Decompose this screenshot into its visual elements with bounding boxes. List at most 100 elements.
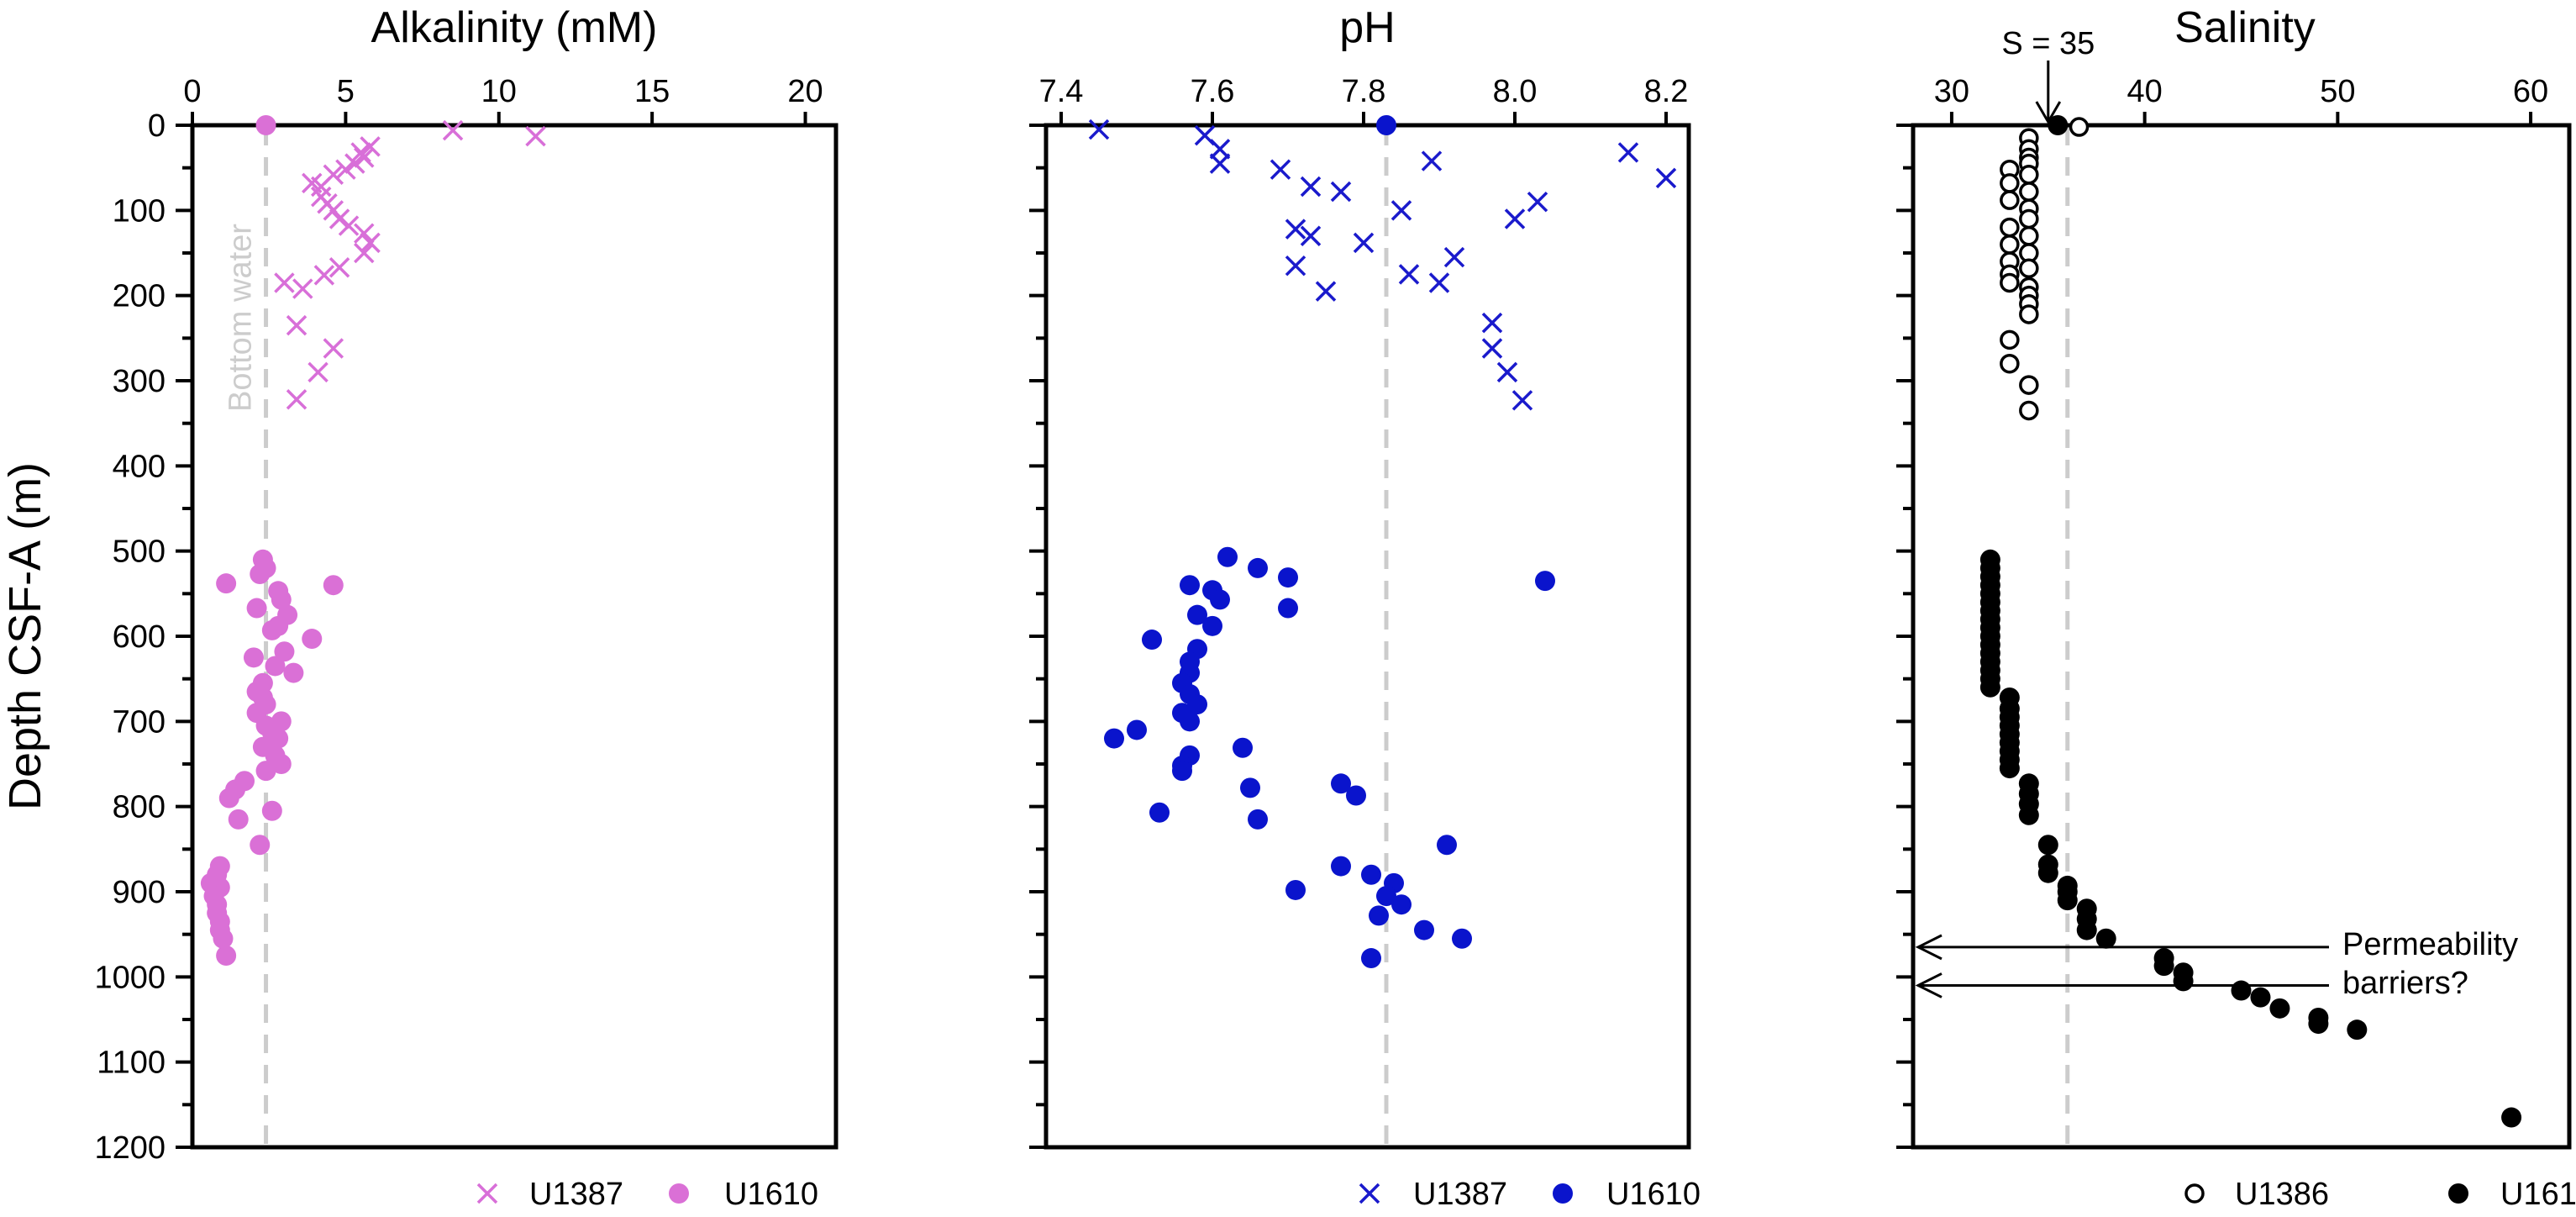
data-point [1398, 264, 1420, 285]
data-point [1617, 142, 1639, 163]
data-point [2019, 304, 2039, 324]
data-point [2019, 225, 2039, 246]
x-tick-label: 40 [2127, 74, 2163, 109]
data-point [1270, 159, 1291, 180]
data-point [2000, 190, 2020, 210]
data-point [1209, 139, 1231, 160]
data-point [1391, 200, 1412, 221]
data-point [2000, 353, 2020, 374]
data-point [292, 278, 313, 299]
data-point [354, 147, 375, 168]
x-tick-label: 7.4 [1039, 74, 1084, 109]
legend-marker [2448, 1183, 2468, 1204]
data-point [1504, 208, 1526, 229]
data-point [1180, 575, 1200, 596]
series-U1610 [1979, 115, 2522, 1128]
series-U1386 [2000, 117, 2090, 421]
data-point [2347, 1019, 2368, 1041]
data-point [1104, 728, 1124, 749]
data-point [1149, 802, 1170, 823]
data-point [329, 256, 350, 278]
permeability-arrowhead [1915, 934, 1943, 961]
legend-marker [669, 1183, 689, 1204]
data-point [1496, 361, 1518, 383]
data-point-stroke [1421, 150, 1443, 171]
data-point-stroke [1481, 338, 1503, 359]
data-point-stroke [1270, 159, 1291, 180]
legend-label: U1610 [724, 1177, 818, 1212]
data-point [338, 215, 360, 236]
data-point [335, 159, 356, 180]
data-point [271, 589, 292, 610]
panel-title: Alkalinity (mM) [371, 3, 658, 52]
data-point [1331, 856, 1351, 877]
data-point [1278, 567, 1298, 588]
data-point [250, 835, 271, 856]
y-tick-label: 1100 [97, 1046, 166, 1081]
data-point [246, 598, 267, 619]
data-point [2019, 182, 2039, 202]
data-point-stroke [1527, 191, 1548, 213]
data-point-stroke [335, 159, 356, 180]
data-point [1285, 879, 1306, 900]
legend-marker [1359, 1183, 1380, 1204]
y-tick-label: 400 [113, 449, 166, 484]
data-point-stroke [1315, 281, 1337, 302]
data-point [2019, 208, 2039, 229]
legend: U1386 U1610 [2184, 1177, 2576, 1212]
data-point [1187, 604, 1207, 625]
data-point [1233, 737, 1253, 758]
data-point [1391, 894, 1412, 915]
data-point [2037, 862, 2058, 883]
data-point [255, 761, 276, 782]
data-point [2308, 1014, 2329, 1035]
x-tick-label: 8.0 [1493, 74, 1538, 109]
data-point [1330, 181, 1352, 203]
data-point [1376, 115, 1396, 135]
data-point [2000, 234, 2020, 255]
data-point [216, 946, 237, 966]
data-point-stroke [354, 242, 375, 264]
data-point-stroke [1353, 232, 1375, 254]
data-point-stroke [1391, 200, 1412, 221]
data-point [1180, 711, 1200, 732]
x-tick-label: 7.8 [1342, 74, 1386, 109]
data-point [1421, 150, 1443, 171]
data-point [310, 176, 332, 198]
y-tick-label: 100 [113, 193, 166, 229]
data-point-stroke [1428, 272, 1450, 293]
data-point [1240, 777, 1260, 798]
data-point [216, 573, 237, 594]
data-point [261, 619, 282, 640]
data-point [1428, 272, 1450, 293]
data-point [313, 265, 335, 286]
data-point [2018, 804, 2039, 825]
data-point [1331, 773, 1351, 794]
data-point-stroke [286, 389, 308, 410]
legend-label: U1386 [2235, 1177, 2329, 1212]
x-tick-label: 30 [1934, 74, 1969, 109]
x-tick-label: 20 [787, 74, 823, 109]
data-point [2019, 375, 2039, 395]
data-point [329, 208, 350, 229]
y-tick-label: 300 [113, 364, 166, 399]
data-point-stroke [292, 278, 313, 299]
y-tick-label: 1000 [94, 960, 166, 995]
data-point [274, 272, 295, 293]
data-point [2000, 272, 2020, 293]
data-point-stroke [354, 147, 375, 168]
data-point-stroke [1300, 176, 1322, 198]
data-point [218, 788, 239, 809]
data-point-stroke [313, 265, 335, 286]
x-tick-label: 0 [183, 74, 201, 109]
data-point [344, 153, 365, 174]
data-point [228, 809, 249, 830]
data-point-stroke [1330, 181, 1352, 203]
legend-label: U1610 [1606, 1177, 1701, 1212]
data-point [308, 361, 329, 383]
data-point-stroke [1194, 124, 1216, 146]
data-point [1452, 928, 1472, 949]
data-point [255, 115, 276, 135]
permeability-label-line1: Permeability [2342, 927, 2518, 962]
data-point [1481, 312, 1503, 334]
